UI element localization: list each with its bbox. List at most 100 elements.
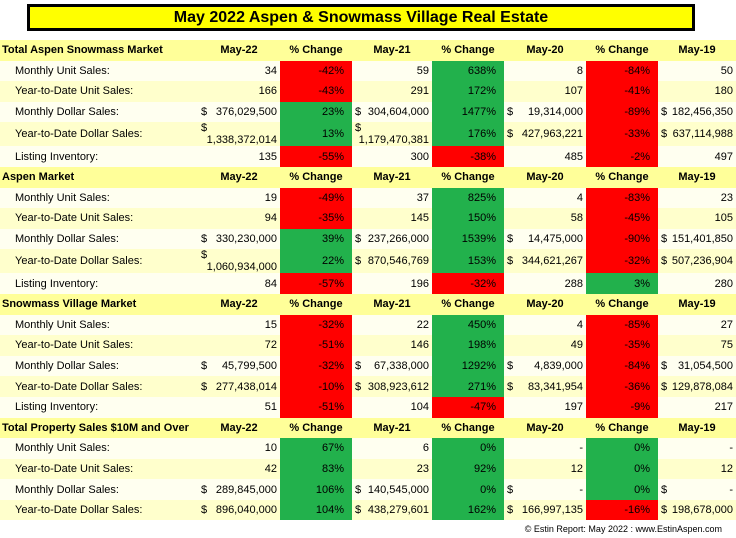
value-cell: 19 (198, 187, 280, 209)
value-cell: $376,029,500 (198, 101, 280, 123)
percent-change-cell: -84% (586, 60, 658, 82)
report-title: May 2022 Aspen & Snowmass Village Real E… (27, 4, 695, 31)
value-cell: $427,963,221 (504, 122, 586, 147)
value-cell: 6 (352, 438, 432, 459)
dollar-sign: $ (201, 380, 208, 393)
percent-change-cell: 22% (280, 249, 352, 274)
dollar-sign: $ (355, 380, 362, 393)
row-label: Listing Inventory: (0, 396, 198, 418)
percent-change-cell: -89% (586, 101, 658, 123)
percent-change-cell: 104% (280, 499, 352, 521)
table-row: Year-to-Date Dollar Sales: $277,438,014 -1… (0, 376, 736, 397)
percent-change-cell: 1292% (432, 355, 504, 377)
column-header: % Change (586, 166, 658, 188)
value-cell: $140,545,000 (352, 479, 432, 500)
column-header: % Change (586, 40, 658, 61)
percent-change-cell: 153% (432, 249, 504, 274)
amount: 376,029,500 (215, 106, 277, 119)
table-row: Year-to-Date Dollar Sales: $896,040,000 10… (0, 499, 736, 521)
value-cell: 59 (352, 60, 432, 82)
value-cell: - (658, 438, 736, 459)
value-cell: 72 (198, 335, 280, 356)
row-label: Year-to-Date Unit Sales: (0, 81, 198, 102)
percent-change-cell: -51% (280, 396, 352, 418)
column-header: May-22 (198, 166, 280, 188)
amount: 344,621,267 (521, 255, 583, 268)
column-header: May-21 (352, 293, 432, 315)
row-label: Monthly Unit Sales: (0, 438, 198, 459)
column-header: % Change (280, 293, 352, 315)
percent-change-cell: 271% (432, 376, 504, 397)
percent-change-cell: -85% (586, 314, 658, 336)
column-header: May-21 (352, 417, 432, 439)
section-title: Aspen Market (0, 166, 198, 188)
percent-change-cell: 3% (586, 273, 658, 294)
value-cell: $4,839,000 (504, 355, 586, 377)
percent-change-cell: -32% (280, 314, 352, 336)
amount: 330,230,000 (215, 233, 277, 246)
value-cell: $308,923,612 (352, 376, 432, 397)
value-cell: 8 (504, 60, 586, 82)
value-cell: 15 (198, 314, 280, 336)
percent-change-cell: 13% (280, 122, 352, 147)
table-row: Monthly Unit Sales: 15 -32% 22 450% 4 -85% 27 (0, 314, 736, 336)
column-header: % Change (586, 417, 658, 439)
amount: 31,054,500 (677, 360, 733, 373)
percent-change-cell: -10% (280, 376, 352, 397)
amount: 182,456,350 (671, 106, 733, 119)
percent-change-cell: 0% (432, 479, 504, 500)
footer-credit: © Estin Report: May 2022 : www.EstinAspe… (524, 524, 722, 534)
percent-change-cell: -38% (432, 146, 504, 167)
column-header: May-19 (658, 417, 736, 439)
amount: 289,845,000 (215, 483, 277, 496)
dollar-sign: $ (355, 233, 362, 246)
percent-change-cell: 1539% (432, 228, 504, 250)
dollar-sign: $ (661, 380, 668, 393)
value-cell: 300 (352, 146, 432, 167)
amount: 166,997,135 (521, 504, 583, 517)
column-header: % Change (280, 166, 352, 188)
amount: - (579, 483, 583, 496)
dollar-sign: $ (661, 360, 668, 373)
percent-change-cell: 92% (432, 458, 504, 480)
percent-change-cell: 39% (280, 228, 352, 250)
value-cell: 288 (504, 273, 586, 294)
percent-change-cell: -83% (586, 187, 658, 209)
column-header: May-22 (198, 40, 280, 61)
row-label: Monthly Unit Sales: (0, 187, 198, 209)
dollar-sign: $ (661, 255, 668, 268)
amount: 277,438,014 (215, 380, 277, 393)
value-cell: - (504, 438, 586, 459)
value-cell: $1,060,934,000 (198, 249, 280, 274)
value-cell: 58 (504, 208, 586, 229)
row-label: Monthly Unit Sales: (0, 60, 198, 82)
percent-change-cell: 162% (432, 499, 504, 521)
table-row: Year-to-Date Dollar Sales: $1,338,372,014… (0, 122, 736, 147)
column-header: % Change (280, 417, 352, 439)
value-cell: 10 (198, 438, 280, 459)
row-label: Year-to-Date Dollar Sales: (0, 376, 198, 397)
dollar-sign: $ (507, 504, 514, 517)
amount: 140,545,000 (367, 483, 429, 496)
row-label: Listing Inventory: (0, 146, 198, 167)
value-cell: 4 (504, 314, 586, 336)
value-cell: 22 (352, 314, 432, 336)
value-cell: 12 (504, 458, 586, 480)
table-row: Year-to-Date Unit Sales: 72 -51% 146 198% 49-… (0, 335, 736, 356)
row-label: Year-to-Date Dollar Sales: (0, 122, 198, 147)
percent-change-cell: 0% (432, 438, 504, 459)
row-label: Monthly Dollar Sales: (0, 228, 198, 250)
table-row: Listing Inventory: 51 -51% 104 -47% 197 -9% 217 (0, 396, 736, 418)
percent-change-cell: 0% (586, 438, 658, 459)
dollar-sign: $ (661, 233, 668, 246)
percent-change-cell: 150% (432, 208, 504, 229)
percent-change-cell: -32% (586, 249, 658, 274)
dollar-sign: $ (507, 360, 514, 373)
row-label: Monthly Unit Sales: (0, 314, 198, 336)
column-header: May-21 (352, 166, 432, 188)
column-header: May-19 (658, 166, 736, 188)
value-cell: 37 (352, 187, 432, 209)
amount: 1,179,470,381 (358, 134, 429, 147)
percent-change-cell: 23% (280, 101, 352, 123)
column-header: % Change (432, 417, 504, 439)
